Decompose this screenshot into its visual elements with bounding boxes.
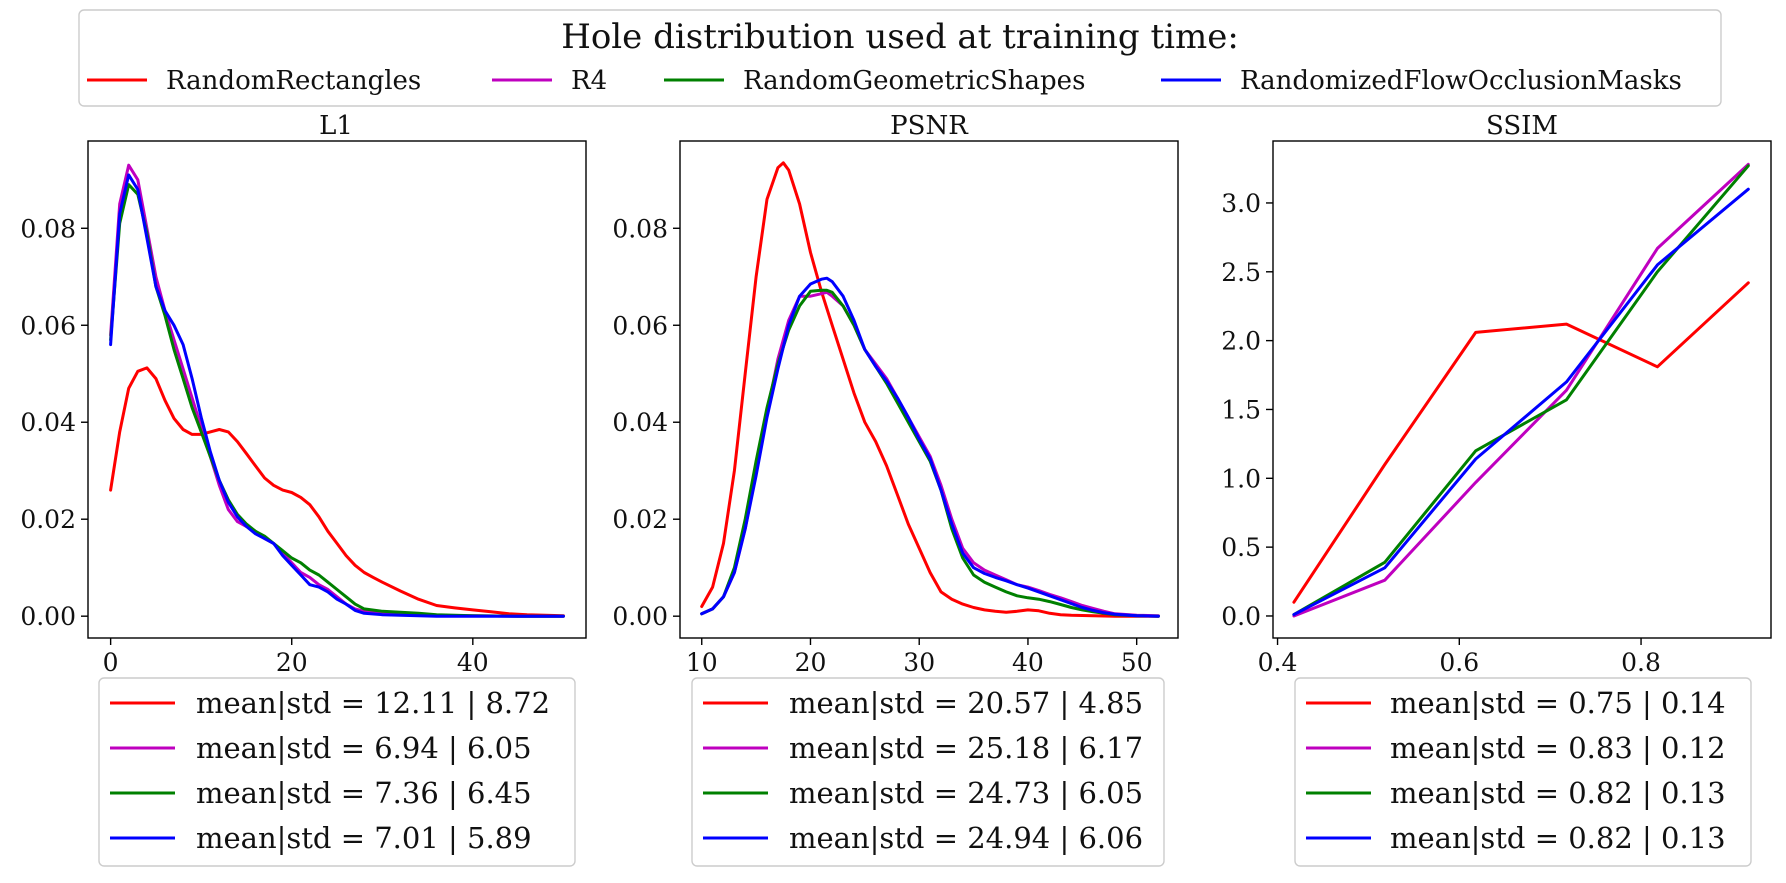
- x-tick-label: 20: [276, 648, 308, 677]
- stats-label-l1-random-geometric-shapes: mean|std = 7.36 | 6.45: [196, 776, 532, 810]
- figure-title: Hole distribution used at training time:: [561, 17, 1239, 57]
- y-axis-psnr: 0.00 0.02 0.04 0.06 0.08: [612, 214, 680, 631]
- x-tick-label: 50: [1121, 648, 1153, 677]
- x-tick-label: 0.8: [1621, 648, 1661, 677]
- stats-label-ssim-random-rectangles: mean|std = 0.75 | 0.14: [1390, 686, 1726, 720]
- series-line-ssim-random-rectangles: [1292, 281, 1750, 604]
- y-tick-label: 0.5: [1221, 533, 1261, 562]
- y-tick-label: 2.5: [1221, 258, 1261, 287]
- top-legend: Hole distribution used at training time:…: [78, 9, 1722, 107]
- stats-legend-l1: mean|std = 12.11 | 8.72 mean|std = 6.94 …: [98, 677, 576, 867]
- plot-area-ssim: [1272, 140, 1772, 639]
- stats-label-ssim-r4: mean|std = 0.83 | 0.12: [1390, 731, 1726, 765]
- legend-label-randomized-flow-occlusion-masks: RandomizedFlowOcclusionMasks: [1240, 66, 1682, 96]
- stats-label-psnr-random-geometric-shapes: mean|std = 24.73 | 6.05: [789, 776, 1143, 810]
- panel-title-ssim: SSIM: [1486, 111, 1558, 141]
- series-group-l1: [109, 163, 565, 618]
- y-tick-label: 1.5: [1221, 395, 1261, 424]
- stats-legend-frame-psnr: [691, 677, 1165, 867]
- series-line-ssim-randomized-flow-occlusion-masks: [1292, 187, 1750, 617]
- y-tick-label: 0.00: [20, 602, 76, 631]
- stats-label-psnr-random-rectangles: mean|std = 20.57 | 4.85: [789, 686, 1143, 720]
- x-tick-label: 10: [686, 648, 718, 677]
- x-axis-l1: 0 20 40: [103, 638, 489, 677]
- x-axis-ssim: 0.4 0.6 0.8: [1258, 638, 1661, 677]
- series-line-l1-random-rectangles: [109, 366, 565, 618]
- y-axis-l1: 0.00 0.02 0.04 0.06 0.08: [20, 214, 88, 631]
- x-tick-label: 40: [457, 648, 489, 677]
- y-tick-label: 0.00: [612, 602, 668, 631]
- y-tick-label: 0.0: [1221, 602, 1261, 631]
- stats-legend-frame-ssim: [1294, 677, 1752, 867]
- x-axis-psnr: 10 20 30 40 50: [686, 638, 1153, 677]
- y-tick-label: 0.04: [20, 408, 76, 437]
- y-tick-label: 0.04: [612, 408, 668, 437]
- y-tick-label: 3.0: [1221, 189, 1261, 218]
- y-tick-label: 0.06: [20, 311, 76, 340]
- stats-label-ssim-randomized-flow-occlusion-masks: mean|std = 0.82 | 0.13: [1390, 821, 1726, 855]
- stats-legend-frame-l1: [98, 677, 576, 867]
- y-tick-label: 0.06: [612, 311, 668, 340]
- panel-l1: L1 0 20 40 0.00 0.02 0.04 0.06 0.08 mean|std =…: [20, 111, 587, 867]
- stats-legend-ssim: mean|std = 0.75 | 0.14 mean|std = 0.83 |…: [1294, 677, 1752, 867]
- panel-ssim: SSIM 0.4 0.6 0.8 0.0 0.5 1.0 1.5 2.0 2.5 3.0 mea…: [1221, 111, 1772, 867]
- series-line-ssim-r4: [1292, 162, 1750, 618]
- y-tick-label: 0.08: [20, 214, 76, 243]
- legend-label-random-rectangles: RandomRectangles: [166, 66, 421, 96]
- legend-label-r4: R4: [571, 66, 607, 96]
- legend-label-random-geometric-shapes: RandomGeometricShapes: [743, 66, 1085, 96]
- y-tick-label: 0.02: [20, 505, 76, 534]
- stats-label-l1-random-rectangles: mean|std = 12.11 | 8.72: [196, 686, 550, 720]
- stats-label-l1-randomized-flow-occlusion-masks: mean|std = 7.01 | 5.89: [196, 821, 532, 855]
- plot-area-l1: [87, 140, 587, 639]
- stats-label-ssim-random-geometric-shapes: mean|std = 0.82 | 0.13: [1390, 776, 1726, 810]
- y-tick-label: 0.02: [612, 505, 668, 534]
- x-tick-label: 30: [903, 648, 935, 677]
- y-axis-ssim: 0.0 0.5 1.0 1.5 2.0 2.5 3.0: [1221, 189, 1273, 631]
- series-line-psnr-random-rectangles: [700, 161, 1160, 618]
- stats-label-l1-r4: mean|std = 6.94 | 6.05: [196, 731, 532, 765]
- panel-title-psnr: PSNR: [890, 111, 969, 141]
- panel-title-l1: L1: [319, 111, 353, 141]
- series-line-l1-randomized-flow-occlusion-masks: [109, 173, 565, 618]
- panel-psnr: PSNR 10 20 30 40 50 0.00 0.02 0.04 0.06 0.08 mea…: [612, 111, 1179, 867]
- top-legend-frame: [78, 9, 1722, 107]
- x-tick-label: 0: [103, 648, 119, 677]
- y-tick-label: 2.0: [1221, 327, 1261, 356]
- plot-area-psnr: [679, 140, 1179, 639]
- x-tick-label: 40: [1012, 648, 1044, 677]
- y-tick-label: 1.0: [1221, 464, 1261, 493]
- stats-label-psnr-r4: mean|std = 25.18 | 6.17: [789, 731, 1143, 765]
- series-group-psnr: [700, 161, 1160, 618]
- stats-legend-psnr: mean|std = 20.57 | 4.85 mean|std = 25.18…: [691, 677, 1165, 867]
- y-tick-label: 0.08: [612, 214, 668, 243]
- series-line-psnr-randomized-flow-occlusion-masks: [700, 276, 1160, 618]
- x-tick-label: 20: [795, 648, 827, 677]
- x-tick-label: 0.4: [1258, 648, 1298, 677]
- series-group-ssim: [1292, 162, 1750, 618]
- x-tick-label: 0.6: [1439, 648, 1479, 677]
- stats-label-psnr-randomized-flow-occlusion-masks: mean|std = 24.94 | 6.06: [789, 821, 1143, 855]
